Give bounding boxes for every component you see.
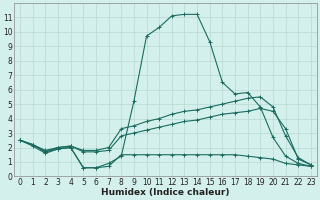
X-axis label: Humidex (Indice chaleur): Humidex (Indice chaleur) — [101, 188, 230, 197]
